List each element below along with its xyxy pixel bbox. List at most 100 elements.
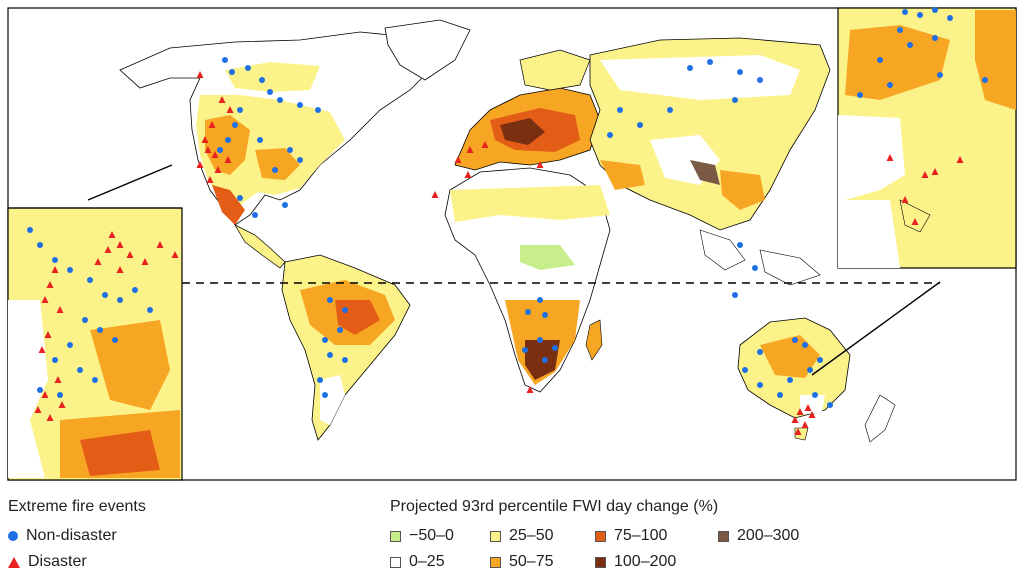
- non-disaster-marker: [757, 77, 763, 83]
- legend-label: 200–300: [737, 527, 800, 544]
- disaster-marker: [901, 196, 909, 203]
- non-disaster-marker: [525, 309, 531, 315]
- legend-fwi-item: 200–300: [718, 527, 799, 545]
- non-disaster-marker: [67, 267, 73, 273]
- legend-label: 25–50: [509, 527, 554, 544]
- non-disaster-marker: [807, 367, 813, 373]
- non-disaster-marker: [617, 107, 623, 113]
- disaster-marker: [931, 168, 939, 175]
- non-disaster-marker: [537, 337, 543, 343]
- disaster-marker: [214, 166, 222, 173]
- africa: [444, 167, 611, 393]
- fwi-legend-title: Projected 93rd percentile FWI day change…: [390, 498, 719, 515]
- inset-west-usa: [7, 164, 183, 481]
- legend-fwi-item: 25–50: [490, 527, 554, 545]
- non-disaster-marker: [257, 137, 263, 143]
- disaster-marker: [171, 251, 179, 258]
- disaster-marker: [956, 156, 964, 163]
- non-disaster-marker: [217, 147, 223, 153]
- non-disaster-marker: [737, 69, 743, 75]
- non-disaster-marker: [132, 287, 138, 293]
- non-disaster-marker: [907, 42, 913, 48]
- swatch-icon: [595, 530, 606, 542]
- disaster-marker: [34, 406, 42, 413]
- non-disaster-marker: [792, 337, 798, 343]
- non-disaster-marker: [827, 402, 833, 408]
- disaster-marker: [51, 266, 59, 273]
- non-disaster-marker: [267, 89, 273, 95]
- non-disaster-marker: [287, 147, 293, 153]
- disaster-marker: [886, 154, 894, 161]
- non-disaster-marker: [92, 377, 98, 383]
- legend-label: 50–75: [509, 553, 554, 570]
- non-disaster-marker: [52, 357, 58, 363]
- non-disaster-marker: [97, 327, 103, 333]
- non-disaster-marker: [297, 102, 303, 108]
- swatch-icon: [595, 556, 606, 568]
- non-disaster-marker: [787, 377, 793, 383]
- non-disaster-marker: [67, 342, 73, 348]
- non-disaster-marker: [147, 307, 153, 313]
- legend-fwi-item: 0–25: [390, 553, 445, 571]
- non-disaster-marker: [757, 349, 763, 355]
- legend-fwi-item: −50–0: [390, 527, 454, 545]
- non-disaster-marker: [732, 97, 738, 103]
- non-disaster-marker: [87, 277, 93, 283]
- disaster-marker: [108, 231, 116, 238]
- disaster-marker: [466, 146, 474, 153]
- disaster-marker: [126, 251, 134, 258]
- non-disaster-marker: [27, 227, 33, 233]
- non-disaster-marker: [77, 367, 83, 373]
- disaster-marker: [794, 428, 802, 435]
- non-disaster-marker: [757, 382, 763, 388]
- non-disaster-marker: [537, 297, 543, 303]
- non-disaster-marker: [742, 367, 748, 373]
- disaster-marker: [38, 346, 46, 353]
- swatch-icon: [490, 556, 501, 568]
- disaster-marker: [791, 416, 799, 423]
- legend-label: Disaster: [28, 553, 87, 570]
- world-fire-map: [7, 7, 1017, 481]
- non-disaster-marker: [322, 392, 328, 398]
- non-disaster-marker: [52, 257, 58, 263]
- non-disaster-marker: [732, 292, 738, 298]
- south-america: [281, 254, 411, 441]
- disaster-marker: [801, 421, 809, 428]
- non-disaster-marker: [817, 357, 823, 363]
- disaster-marker: [141, 258, 149, 265]
- disaster-marker: [224, 156, 232, 163]
- non-disaster-marker: [887, 82, 893, 88]
- legend-label: 100–200: [614, 553, 677, 570]
- non-disaster-marker: [737, 242, 743, 248]
- disaster-marker: [536, 161, 544, 168]
- legend-label: −50–0: [409, 527, 454, 544]
- north-america: [119, 19, 471, 269]
- non-disaster-marker: [552, 345, 558, 351]
- non-disaster-marker: [337, 327, 343, 333]
- disaster-marker: [156, 241, 164, 248]
- europe: [454, 49, 601, 171]
- asia: [589, 37, 831, 286]
- non-disaster-marker: [222, 57, 228, 63]
- disaster-marker: [208, 121, 216, 128]
- legend-non-disaster: Non-disaster: [8, 527, 117, 545]
- non-disaster-marker: [667, 107, 673, 113]
- disaster-marker: [808, 411, 816, 418]
- inset-southeast-australia: [811, 7, 1017, 376]
- non-disaster-marker: [877, 57, 883, 63]
- non-disaster-marker: [542, 357, 548, 363]
- circle-icon: [8, 531, 18, 541]
- events-legend-title: Extreme fire events: [8, 498, 146, 515]
- disaster-marker: [56, 306, 64, 313]
- disaster-marker: [46, 281, 54, 288]
- non-disaster-marker: [687, 65, 693, 71]
- non-disaster-marker: [607, 132, 613, 138]
- disaster-marker: [796, 408, 804, 415]
- non-disaster-marker: [752, 265, 758, 271]
- disaster-marker: [464, 171, 472, 178]
- legend-fwi-item: 50–75: [490, 553, 554, 571]
- disaster-marker: [218, 96, 226, 103]
- non-disaster-marker: [117, 297, 123, 303]
- non-disaster-marker: [327, 352, 333, 358]
- non-disaster-marker: [542, 312, 548, 318]
